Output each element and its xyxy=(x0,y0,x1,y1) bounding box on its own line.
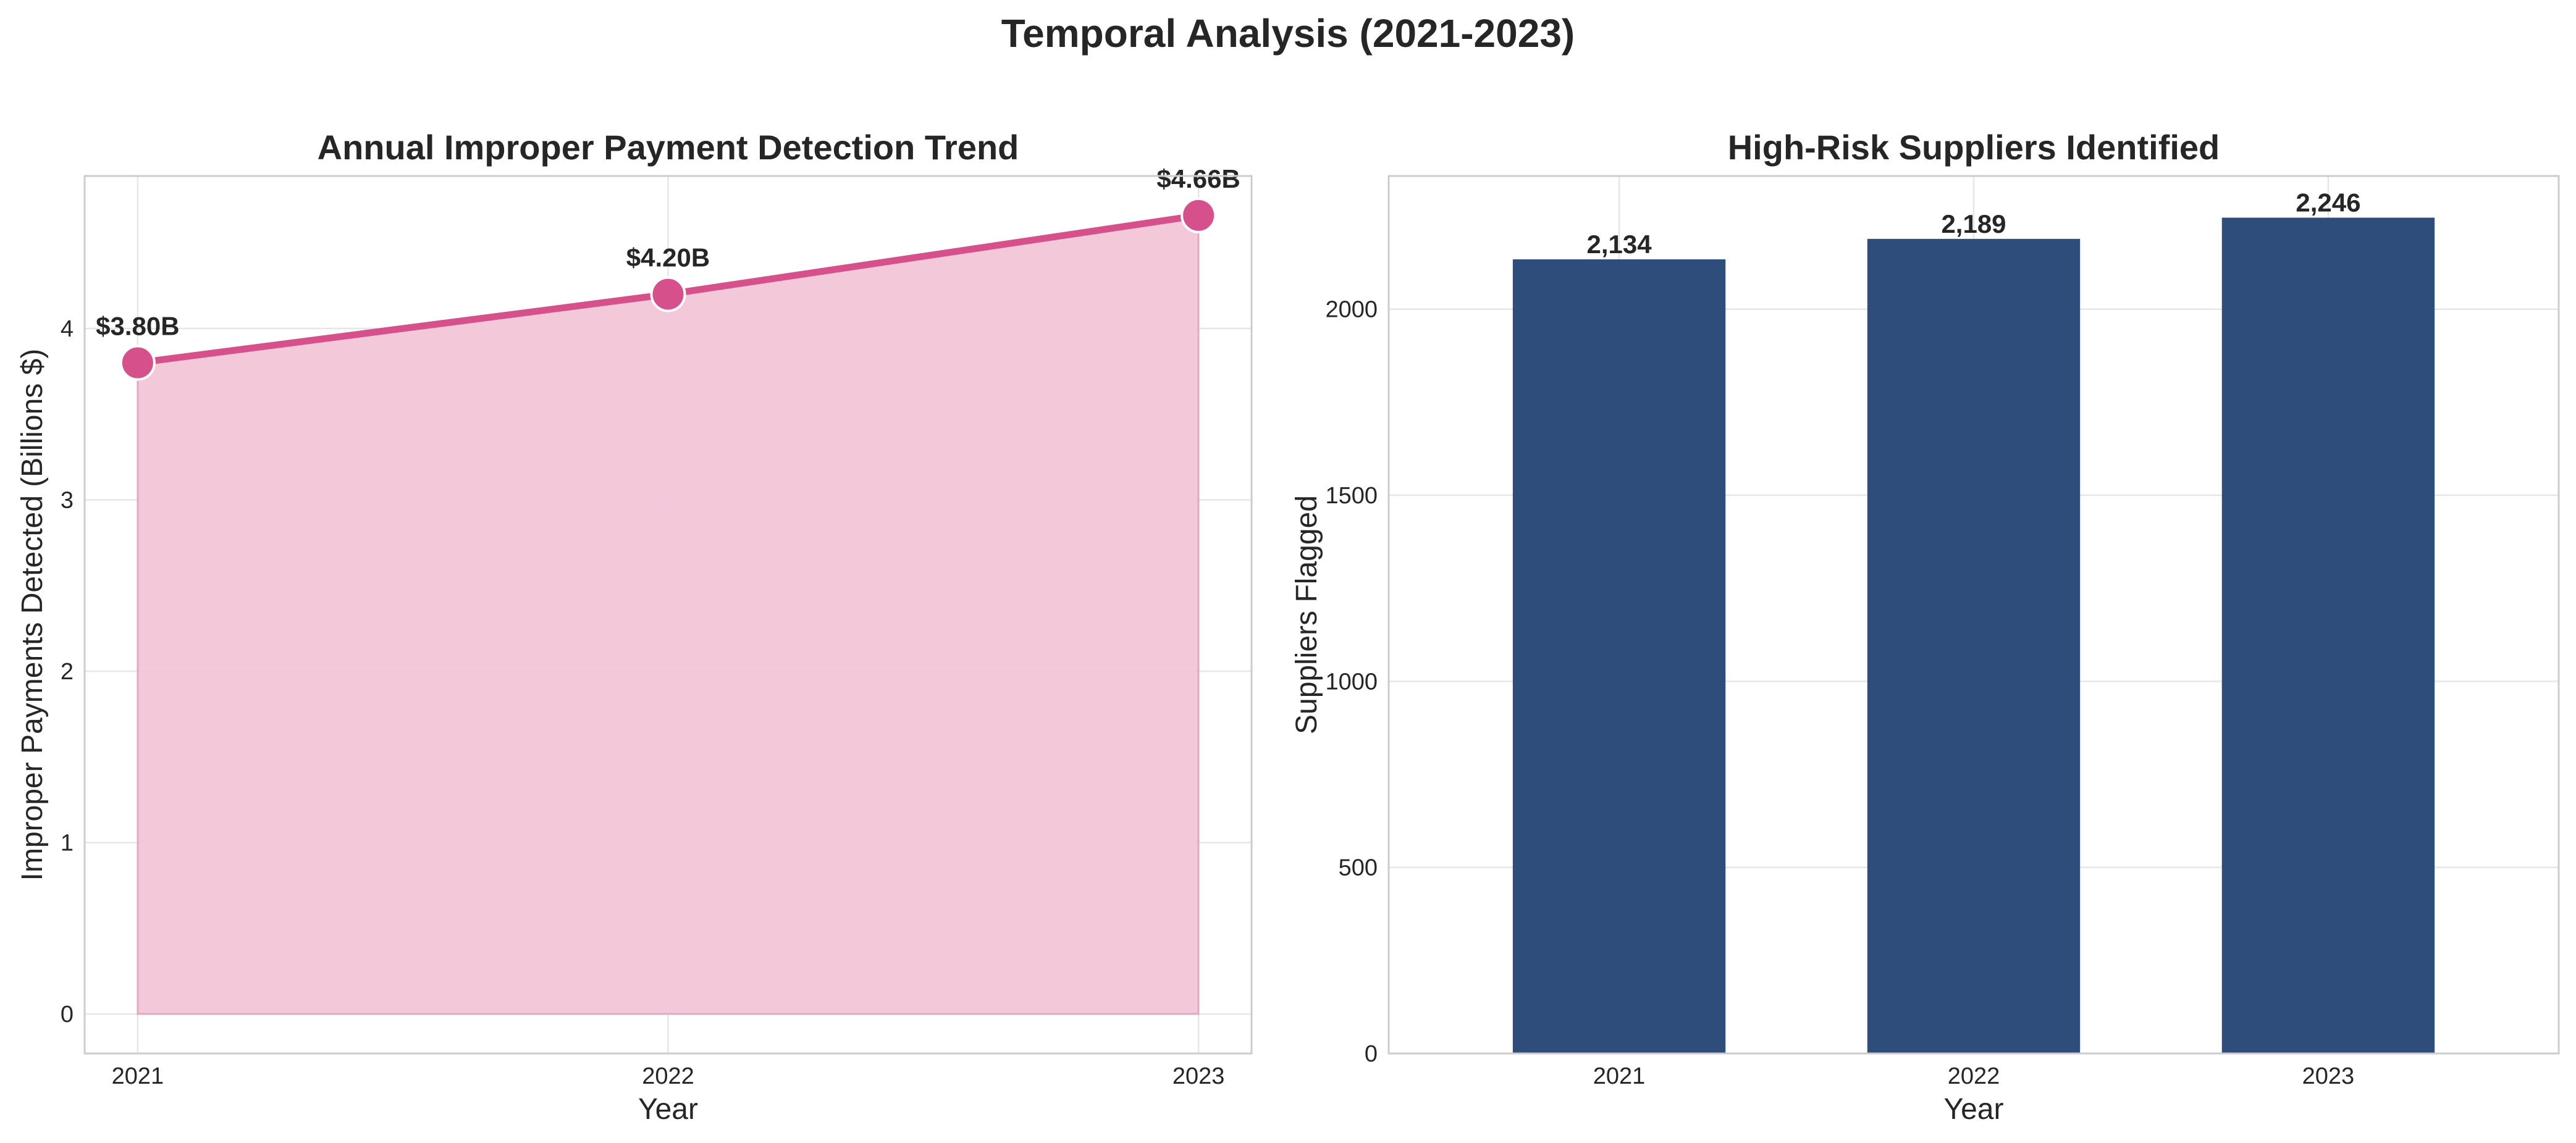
area-fill xyxy=(137,214,1200,1015)
y-tick-label-4: 4 xyxy=(61,316,74,342)
y-tick-label-0: 0 xyxy=(1365,1041,1378,1067)
suppliers-bar-chart: 2,134 2,189 2,246 0 500 1000 1500 2000 2021 2022 2… xyxy=(1290,128,2560,1126)
x-tick-label-2023: 2023 xyxy=(2302,1063,2355,1089)
x-tick-label-2021: 2021 xyxy=(1593,1063,1646,1089)
y-tick-label-1: 1 xyxy=(61,831,74,856)
bar-label-2022: 2,189 xyxy=(1941,209,2006,238)
y-axis-label: Improper Payments Detected (Billions $) xyxy=(16,349,49,881)
bar-2021 xyxy=(1512,259,1726,1053)
data-point-2021 xyxy=(119,345,156,381)
bar-label-2023: 2,246 xyxy=(2296,188,2360,217)
bar-2023 xyxy=(2221,217,2435,1053)
y-tick-label-500: 500 xyxy=(1339,855,1378,881)
y-tick-label-0: 0 xyxy=(61,1002,74,1028)
x-axis-label: Year xyxy=(638,1093,698,1126)
data-point-2022 xyxy=(650,276,686,312)
data-label-2023: $4.66B xyxy=(1156,164,1240,193)
figure-title: Temporal Analysis (2021-2023) xyxy=(1001,11,1575,56)
bar-2022 xyxy=(1867,238,2081,1053)
x-axis-label: Year xyxy=(1944,1093,2004,1126)
y-tick-label-1500: 1500 xyxy=(1325,483,1378,509)
y-tick-label-2: 2 xyxy=(61,659,74,685)
data-label-2021: $3.80B xyxy=(96,312,179,341)
y-tick-label-2000: 2000 xyxy=(1325,297,1378,323)
x-tick-label-2022: 2022 xyxy=(642,1063,694,1089)
data-point-2023 xyxy=(1181,197,1217,233)
x-tick-label-2023: 2023 xyxy=(1172,1063,1225,1089)
chart-title: High-Risk Suppliers Identified xyxy=(1728,128,2220,167)
data-label-2022: $4.20B xyxy=(626,243,710,272)
payment-trend-chart: $3.80B $4.20B $4.66B 0 1 2 3 4 2021 2022 2023 Annua… xyxy=(16,128,1253,1126)
y-axis-label: Suppliers Flagged xyxy=(1290,495,1323,734)
x-tick-label-2021: 2021 xyxy=(112,1063,164,1089)
chart-title: Annual Improper Payment Detection Trend xyxy=(318,128,1019,167)
bar-label-2021: 2,134 xyxy=(1587,230,1652,259)
y-tick-label-1000: 1000 xyxy=(1325,669,1378,695)
plot-frame xyxy=(83,175,1253,1055)
x-tick-label-2022: 2022 xyxy=(1948,1063,2000,1089)
y-tick-label-3: 3 xyxy=(61,488,74,514)
plot-frame xyxy=(1387,175,2560,1055)
